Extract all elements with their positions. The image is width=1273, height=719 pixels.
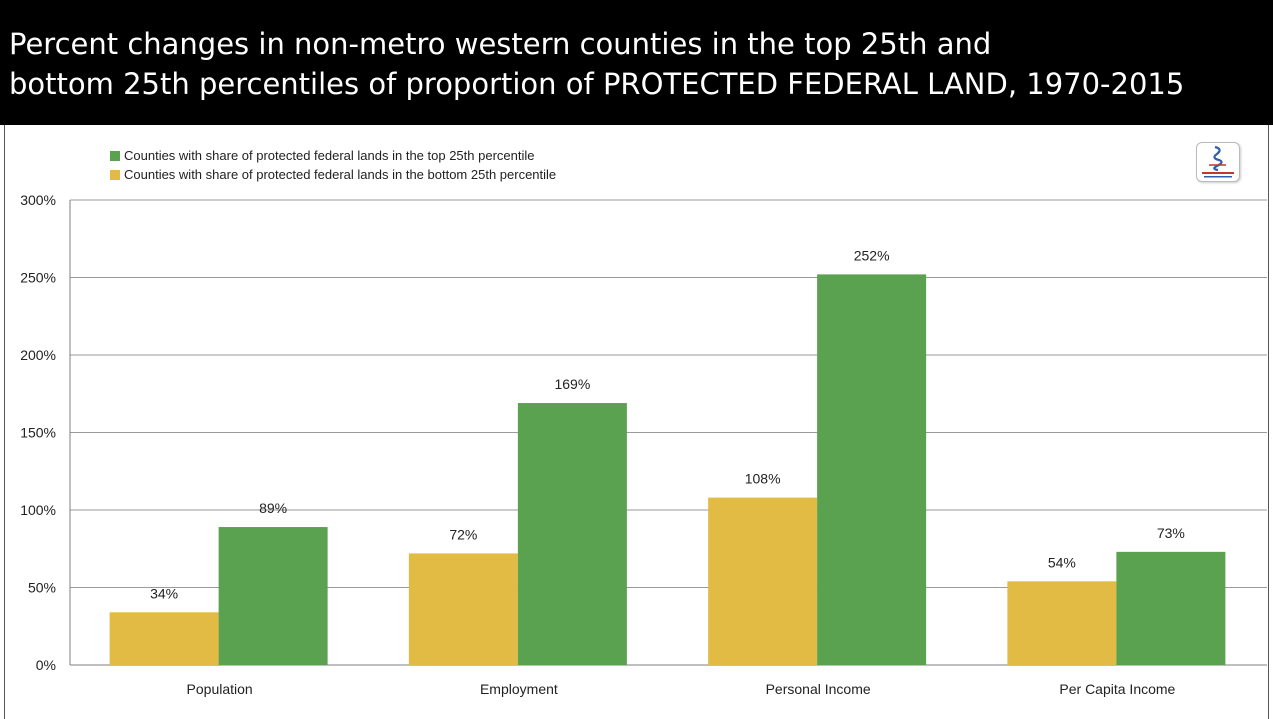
y-tick-label: 300%: [20, 192, 56, 208]
legend-label-bottom: Counties with share of protected federal…: [124, 167, 557, 182]
bar: [408, 553, 518, 665]
data-label: 252%: [854, 247, 890, 263]
y-tick-label: 200%: [20, 347, 56, 363]
x-tick-label: Employment: [480, 681, 558, 697]
data-label: 54%: [1048, 554, 1076, 570]
x-axis: Population Employment Personal Income Per C…: [187, 681, 1176, 697]
x-tick-label: Personal Income: [766, 681, 871, 697]
headwaters-economics-logo-icon: [1196, 142, 1240, 182]
y-tick-label: 250%: [20, 270, 56, 286]
bar: [1116, 551, 1226, 665]
y-tick-label: 50%: [28, 580, 56, 596]
y-tick-label: 150%: [20, 425, 56, 441]
bar: [109, 612, 219, 665]
data-label: 169%: [554, 376, 590, 392]
data-label: 72%: [449, 526, 477, 542]
x-tick-label: Per Capita Income: [1059, 681, 1175, 697]
bar: [708, 497, 818, 665]
bars: [109, 274, 1226, 665]
bar: [517, 403, 627, 665]
legend: Counties with share of protected federal…: [110, 146, 556, 184]
legend-swatch-bottom: [110, 169, 120, 180]
title-banner: Percent changes in non-metro western cou…: [0, 0, 1273, 125]
y-tick-label: 100%: [20, 502, 56, 518]
legend-label-top: Counties with share of protected federal…: [124, 148, 535, 163]
data-label: 34%: [150, 585, 178, 601]
data-labels: 34% 89% 72% 169% 108% 252% 54% 73%: [150, 247, 1185, 601]
x-tick-label: Population: [187, 681, 253, 697]
legend-item-top: Counties with share of protected federal…: [110, 146, 556, 165]
legend-swatch-top: [110, 150, 120, 161]
chart-title-line-2: bottom 25th percentiles of proportion of…: [9, 67, 1185, 101]
bar: [817, 274, 927, 665]
data-label: 73%: [1157, 525, 1185, 541]
chart-frame: [4, 125, 1269, 719]
bar: [218, 527, 328, 665]
data-label: 89%: [259, 500, 287, 516]
y-axis: 0% 50% 100% 150% 200% 250% 300%: [20, 192, 56, 673]
y-tick-label: 0%: [36, 657, 56, 673]
data-label: 108%: [745, 471, 781, 487]
bar: [1007, 581, 1117, 665]
legend-item-bottom: Counties with share of protected federal…: [110, 165, 556, 184]
logo-mark-icon: [1202, 145, 1234, 178]
chart-title-line-1: Percent changes in non-metro western cou…: [9, 27, 992, 61]
